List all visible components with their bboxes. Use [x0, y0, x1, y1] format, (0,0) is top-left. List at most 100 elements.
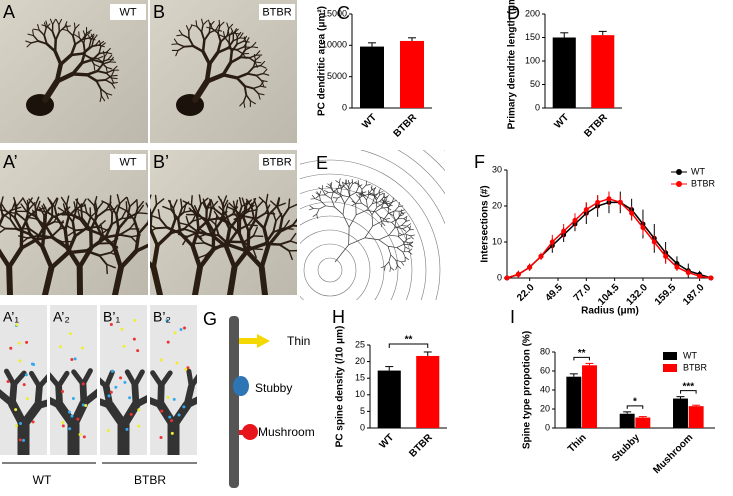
sholl-trace — [389, 234, 399, 237]
dendrite — [201, 39, 206, 53]
dendrite — [95, 209, 107, 218]
dendrite — [265, 202, 270, 216]
group-label: WT — [33, 473, 52, 487]
x-tick-label: 77.0 — [572, 282, 594, 304]
dendrite — [132, 395, 147, 408]
sholl-trace — [409, 228, 414, 231]
sholl-trace — [343, 185, 349, 191]
dendrite — [37, 40, 48, 45]
dendrite — [250, 205, 255, 220]
y-axis-label: Intersections (#) — [480, 185, 491, 262]
dendrite — [88, 34, 92, 42]
sholl-trace — [402, 251, 406, 258]
dendrite — [257, 93, 265, 96]
dendrite — [99, 95, 102, 103]
spine-mark — [175, 361, 179, 365]
dendrite — [67, 225, 77, 232]
dendrite — [118, 228, 131, 236]
dendrite — [252, 226, 258, 237]
sholl-trace — [403, 215, 408, 219]
dendrite — [80, 58, 94, 65]
dendrite — [255, 50, 261, 56]
point — [685, 270, 691, 276]
dendrite — [64, 21, 68, 28]
dendrite — [85, 73, 98, 83]
dendrite — [100, 42, 106, 48]
dendrite — [182, 200, 193, 206]
sholl-trace — [378, 239, 389, 247]
dendrite — [57, 207, 67, 214]
dendrite — [100, 95, 106, 102]
sholl-trace — [388, 203, 393, 207]
dendrite — [221, 61, 233, 77]
sholl-trace — [396, 227, 400, 233]
dendrite — [243, 85, 255, 90]
dendrite — [102, 56, 106, 65]
dendrite — [158, 217, 169, 229]
sholl-trace — [355, 210, 367, 216]
dendrite — [185, 25, 190, 32]
dendrite — [82, 30, 86, 37]
dendrite — [235, 76, 246, 88]
dendrite — [18, 235, 29, 239]
dendrite — [249, 100, 256, 105]
dendrite — [96, 201, 104, 211]
dendrite — [236, 49, 244, 55]
sholl-rings — [300, 150, 445, 300]
dendrite — [51, 236, 70, 250]
dendrite — [232, 28, 238, 35]
dendrite — [217, 25, 221, 34]
dendrite — [105, 92, 109, 100]
dendrite — [63, 228, 70, 250]
dendrite — [6, 264, 13, 295]
sholl-trace — [366, 203, 373, 211]
spine-mark — [61, 420, 65, 424]
dendrite — [226, 205, 237, 212]
dendrite — [91, 58, 103, 64]
dendrite — [85, 69, 99, 77]
dendrite — [228, 23, 234, 30]
spine-mark — [22, 438, 26, 442]
dendrite — [32, 34, 39, 42]
dendrite — [111, 244, 124, 270]
dendrite — [150, 223, 157, 229]
dendrite — [287, 198, 291, 209]
sholl-trace — [325, 194, 332, 199]
x-tick-label: 132.0 — [624, 282, 650, 308]
dendrite — [150, 227, 160, 248]
sholl-trace — [399, 214, 404, 217]
sholl-trace — [351, 203, 356, 207]
dendrite — [42, 264, 55, 295]
dendrite — [183, 396, 197, 409]
spine-mark — [22, 383, 26, 387]
sig-bracket — [573, 356, 590, 361]
dendrite — [82, 35, 87, 45]
dendrite — [239, 101, 245, 107]
sholl-ring — [300, 159, 441, 300]
spine-mark — [177, 413, 181, 417]
panel-label: A’₁ — [3, 309, 19, 325]
dendrite — [107, 54, 113, 61]
dendrite — [259, 243, 271, 270]
dendrite — [272, 211, 277, 222]
micrograph — [150, 305, 197, 455]
dendrite — [177, 207, 183, 221]
dendrite — [31, 209, 37, 220]
sholl-ring — [300, 215, 385, 300]
sholl-trace — [387, 245, 397, 248]
dendrite — [91, 52, 101, 61]
thin-head — [257, 334, 270, 348]
dendrite — [228, 202, 237, 211]
dendrite — [43, 27, 47, 36]
sholl-trace — [408, 248, 413, 252]
tag-box — [259, 154, 295, 170]
dendrite — [44, 224, 55, 239]
dendrite — [56, 370, 70, 389]
panel-label: F — [474, 152, 485, 172]
dendrite — [256, 200, 264, 209]
dendrite — [193, 205, 200, 215]
dendrite — [245, 204, 255, 212]
sholl-trace — [355, 194, 360, 198]
sholl-trace — [357, 182, 359, 188]
dendrite — [190, 195, 193, 206]
